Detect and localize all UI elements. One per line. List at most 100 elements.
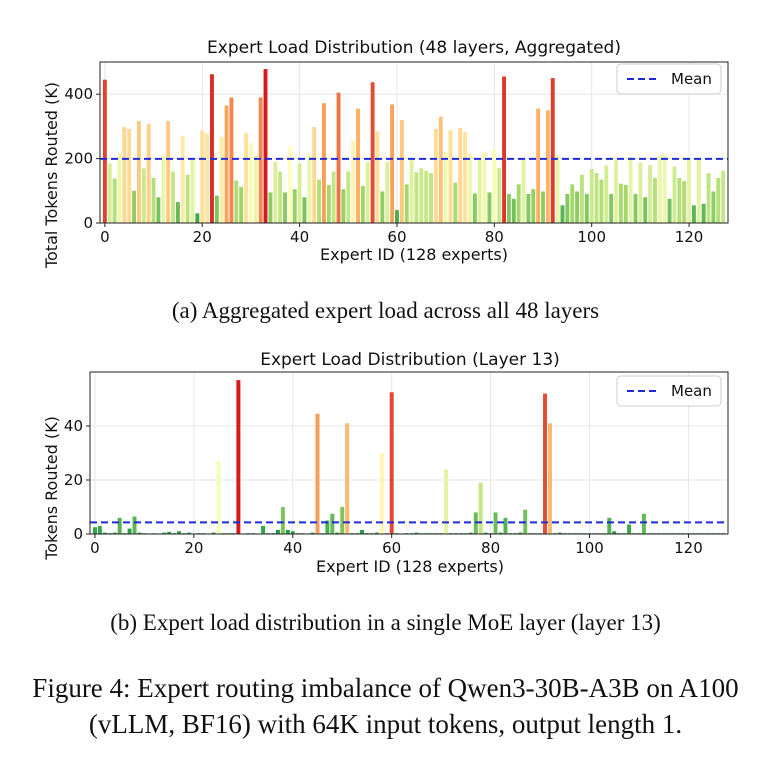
bar	[497, 168, 502, 223]
x-tick-label: 120	[675, 228, 704, 246]
bar	[682, 181, 687, 223]
bar	[419, 168, 424, 223]
bar	[607, 517, 612, 534]
bar	[326, 185, 331, 223]
bar	[360, 529, 364, 534]
bar	[186, 532, 191, 534]
y-axis-label: Tokens Routed (K)	[42, 416, 61, 561]
bar	[409, 160, 414, 223]
bar	[614, 159, 618, 223]
bar	[641, 513, 646, 534]
bar	[627, 524, 632, 534]
bar	[385, 161, 390, 223]
bar	[492, 148, 497, 223]
bar	[127, 128, 132, 223]
bar	[137, 532, 142, 534]
bar	[609, 194, 614, 223]
bar	[502, 76, 507, 223]
bar	[633, 194, 638, 223]
bar	[483, 532, 488, 534]
bar	[122, 127, 127, 223]
y-tick-label: 0	[83, 214, 93, 232]
bar	[102, 79, 107, 224]
bar	[200, 130, 205, 223]
bar	[472, 193, 477, 223]
bar	[628, 156, 633, 223]
bar	[345, 423, 350, 534]
bar	[560, 205, 565, 223]
bar	[653, 177, 657, 223]
bar	[687, 158, 692, 223]
bar	[331, 171, 336, 223]
bar	[429, 173, 433, 223]
bar	[716, 177, 721, 223]
bar	[618, 183, 623, 223]
bar	[565, 194, 570, 223]
bar	[356, 108, 360, 223]
x-tick-label: 100	[575, 539, 604, 557]
bar	[424, 170, 429, 223]
plot-frame	[89, 371, 729, 535]
bar	[541, 191, 545, 223]
bar	[584, 194, 589, 223]
bar	[570, 184, 575, 223]
bar	[701, 203, 706, 223]
bar	[438, 116, 443, 223]
bar	[310, 532, 315, 534]
bar	[195, 213, 200, 223]
bar	[268, 192, 273, 223]
bar	[390, 104, 395, 223]
bar	[657, 155, 662, 223]
x-axis-label: Expert ID (128 experts)	[316, 557, 504, 576]
bar	[340, 507, 345, 534]
bar	[97, 525, 102, 534]
bar	[516, 184, 521, 223]
bar	[399, 119, 404, 223]
bar	[404, 184, 409, 223]
y-tick-label: 40	[64, 417, 83, 435]
bar	[234, 180, 239, 223]
bar	[557, 532, 562, 534]
bar	[263, 69, 268, 223]
bar	[365, 161, 370, 223]
bar	[580, 174, 584, 223]
bar	[190, 158, 195, 223]
bar	[171, 171, 175, 223]
bar	[444, 469, 449, 534]
bar	[325, 520, 330, 534]
bar	[599, 179, 604, 223]
bar	[677, 177, 682, 223]
bar	[285, 529, 290, 534]
bar	[468, 153, 472, 223]
y-axis-label: Total Tokens Routed (K)	[42, 82, 61, 269]
bar	[589, 168, 594, 223]
bar	[536, 108, 541, 223]
bar	[526, 194, 531, 223]
bar	[623, 185, 628, 223]
bar	[389, 392, 394, 534]
y-tick-label: 20	[64, 471, 83, 489]
bar	[297, 163, 302, 223]
bar	[107, 163, 112, 223]
bar	[414, 172, 419, 223]
bar	[136, 120, 141, 223]
bar	[315, 413, 320, 534]
bar	[443, 152, 448, 223]
bar	[219, 136, 224, 223]
axis-ticks: 0 20 40 60 80 100 120 0 200 400	[64, 85, 703, 246]
bar	[521, 158, 526, 223]
bar	[292, 189, 297, 223]
bar	[248, 142, 253, 223]
bar	[321, 103, 326, 223]
bar	[229, 97, 234, 223]
x-tick-label: 0	[100, 228, 110, 246]
bar	[224, 105, 229, 223]
x-tick-label: 40	[283, 539, 302, 557]
plot-frame	[99, 61, 729, 224]
bar	[151, 177, 156, 223]
x-tick-label: 60	[382, 539, 401, 557]
bar	[575, 191, 580, 223]
bar	[244, 132, 248, 223]
bar	[112, 178, 117, 223]
bar	[543, 393, 547, 534]
